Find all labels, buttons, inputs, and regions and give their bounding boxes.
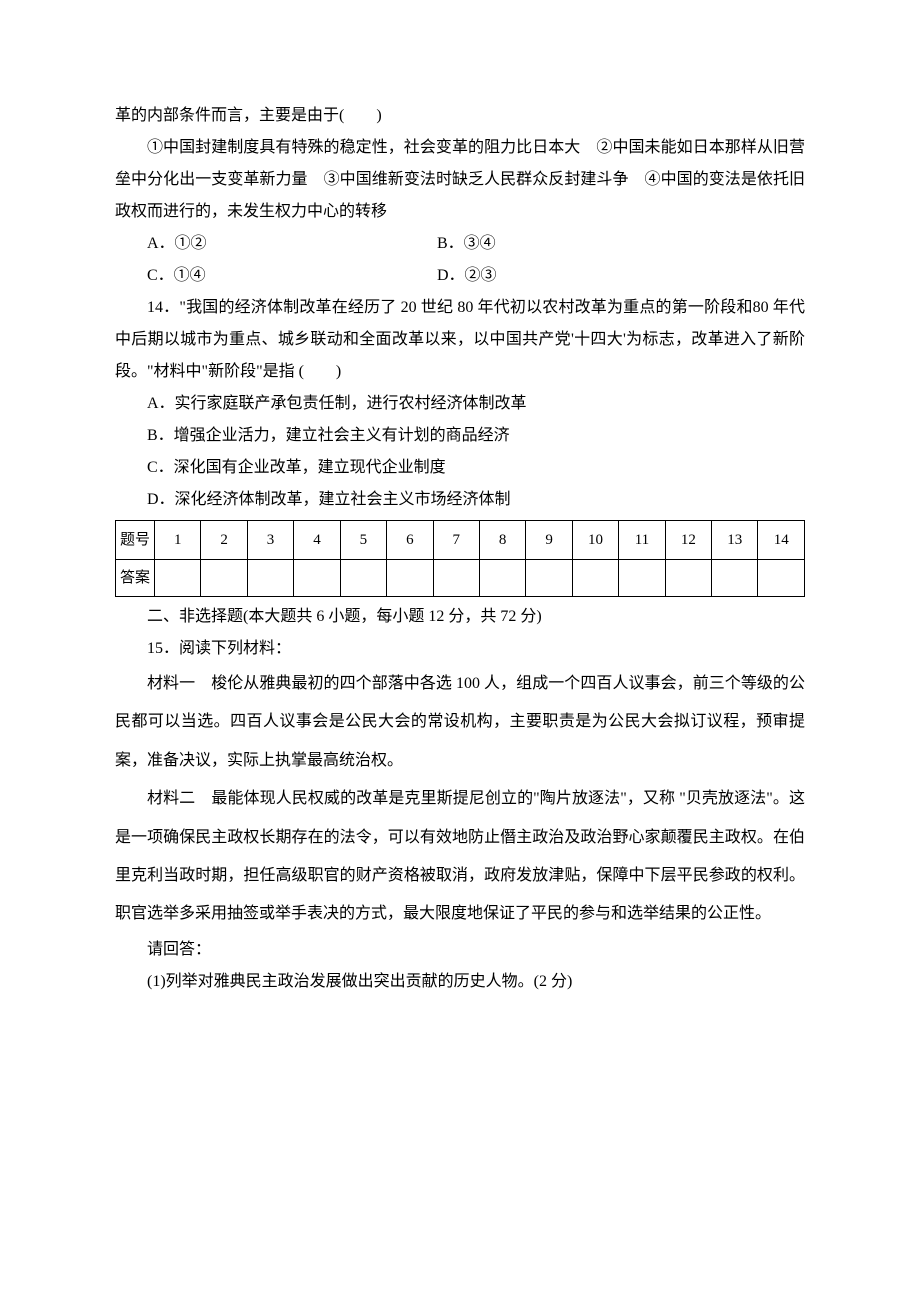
col-header: 2 [201, 521, 247, 560]
q13-option-a: A．①② [147, 228, 437, 260]
col-header: 14 [758, 521, 805, 560]
col-header: 3 [247, 521, 293, 560]
answer-cell [758, 560, 805, 597]
q13-stem-tail: 革的内部条件而言，主要是由于( ) [115, 100, 805, 132]
col-header: 12 [665, 521, 711, 560]
col-header: 8 [479, 521, 525, 560]
row-header-number: 题号 [116, 521, 155, 560]
q14-option-b: B．增强企业活力，建立社会主义有计划的商品经济 [115, 420, 805, 452]
q15-sub1: (1)列举对雅典民主政治发展做出突出贡献的历史人物。(2 分) [115, 966, 805, 998]
q13-statements: ①中国封建制度具有特殊的稳定性，社会变革的阻力比日本大 ②中国未能如日本那样从旧… [115, 132, 805, 228]
q13-options-row1: A．①② B．③④ [115, 228, 805, 260]
col-header: 13 [712, 521, 758, 560]
answer-cell [340, 560, 386, 597]
col-header: 9 [526, 521, 572, 560]
q14-stem: 14．"我国的经济体制改革在经历了 20 世纪 80 年代初以农村改革为重点的第… [115, 292, 805, 388]
material-1: 材料一 梭伦从雅典最初的四个部落中各选 100 人，组成一个四百人议事会，前三个… [115, 665, 805, 780]
answer-cell [665, 560, 711, 597]
q14-option-d: D．深化经济体制改革，建立社会主义市场经济体制 [115, 484, 805, 516]
answer-table: 题号 1 2 3 4 5 6 7 8 9 10 11 12 13 14 答案 [115, 520, 805, 597]
q15-lead: 15．阅读下列材料： [115, 633, 805, 665]
q13-option-d: D．②③ [437, 260, 805, 292]
section2-heading: 二、非选择题(本大题共 6 小题，每小题 12 分，共 72 分) [115, 601, 805, 633]
col-header: 4 [294, 521, 340, 560]
answer-cell [572, 560, 618, 597]
q13-options-row2: C．①④ D．②③ [115, 260, 805, 292]
answer-cell [619, 560, 665, 597]
answer-cell [712, 560, 758, 597]
row-header-answer: 答案 [116, 560, 155, 597]
q14-option-a: A．实行家庭联产承包责任制，进行农村经济体制改革 [115, 388, 805, 420]
answer-cell [526, 560, 572, 597]
q13-option-b: B．③④ [437, 228, 805, 260]
col-header: 7 [433, 521, 479, 560]
answer-cell [155, 560, 201, 597]
answer-cell [479, 560, 525, 597]
col-header: 6 [387, 521, 433, 560]
document-page: 革的内部条件而言，主要是由于( ) ①中国封建制度具有特殊的稳定性，社会变革的阻… [0, 0, 920, 1078]
material-2: 材料二 最能体现人民权威的改革是克里斯提尼创立的"陶片放逐法"，又称 "贝壳放逐… [115, 780, 805, 934]
answer-cell [294, 560, 340, 597]
answer-cell [387, 560, 433, 597]
col-header: 10 [572, 521, 618, 560]
answer-prompt: 请回答： [115, 934, 805, 966]
q13-option-c: C．①④ [147, 260, 437, 292]
answer-cell [433, 560, 479, 597]
q14-option-c: C．深化国有企业改革，建立现代企业制度 [115, 452, 805, 484]
answer-cell [201, 560, 247, 597]
table-row: 题号 1 2 3 4 5 6 7 8 9 10 11 12 13 14 [116, 521, 805, 560]
col-header: 5 [340, 521, 386, 560]
col-header: 11 [619, 521, 665, 560]
col-header: 1 [155, 521, 201, 560]
table-row: 答案 [116, 560, 805, 597]
answer-cell [247, 560, 293, 597]
